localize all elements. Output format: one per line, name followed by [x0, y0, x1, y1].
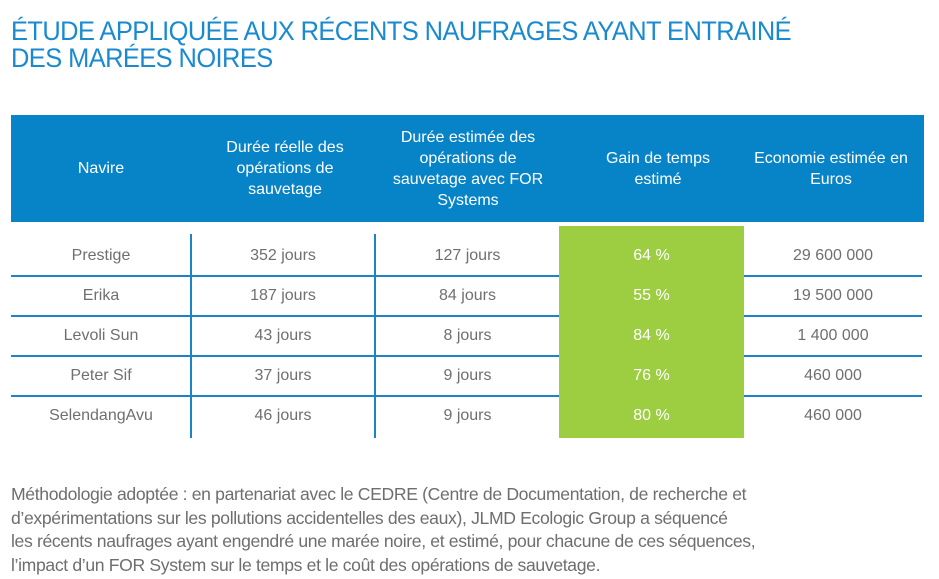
row-divider: [11, 355, 559, 357]
cell-navire: Peter Sif: [70, 367, 132, 384]
cell-economie: 29 600 000: [792, 247, 874, 264]
note-line: les récents naufrages ayant engendré une…: [11, 531, 756, 551]
row-divider: [11, 395, 559, 397]
page-title: ÉTUDE APPLIQUÉE AUX RÉCENTS NAUFRAGES AY…: [11, 18, 894, 72]
cell-navire: Prestige: [71, 247, 131, 264]
row-divider: [11, 315, 559, 317]
cell-duree-estimee: 9 jours: [443, 367, 492, 384]
column-divider: [190, 234, 192, 438]
cell-duree-reelle: 43 jours: [254, 327, 312, 344]
cell-economie: 460 000: [804, 367, 862, 384]
cell-gain: 55 %: [633, 287, 670, 304]
gain-highlight-column: [559, 226, 744, 438]
header-economie: Economie estimée en Euros: [754, 149, 908, 188]
cell-gain: 76 %: [633, 367, 670, 384]
title-line-1: ÉTUDE APPLIQUÉE AUX RÉCENTS NAUFRAGES AY…: [11, 16, 792, 46]
title-line-2: DES MARÉES NOIRES: [11, 43, 273, 73]
cell-duree-reelle: 46 jours: [254, 407, 312, 424]
methodology-note: Méthodologie adoptée : en partenariat av…: [11, 483, 931, 577]
header-duree-reelle: Durée réelle des opérations de sauvetage: [226, 139, 344, 198]
row-divider: [11, 275, 559, 277]
note-line: l’impact d’un FOR System sur le temps et…: [11, 554, 601, 575]
note-line: d’expérimentations sur les pollutions ac…: [11, 507, 728, 528]
cell-duree-estimee: 9 jours: [443, 407, 492, 424]
cell-duree-estimee: 8 jours: [443, 327, 492, 344]
table-header: Navire Durée réelle des opérations de sa…: [11, 115, 924, 222]
cell-duree-reelle: 352 jours: [250, 247, 316, 264]
cell-economie: 460 000: [804, 407, 862, 424]
header-navire: Navire: [77, 160, 125, 177]
cell-navire: Levoli Sun: [63, 327, 139, 344]
row-divider: [744, 275, 922, 277]
header-gain: Gain de temps estimé: [605, 149, 711, 188]
cell-gain: 80 %: [633, 407, 670, 424]
cell-duree-reelle: 187 jours: [250, 287, 316, 304]
cell-duree-estimee: 84 jours: [439, 287, 496, 304]
cell-economie: 19 500 000: [792, 287, 874, 304]
cell-gain: 84 %: [633, 327, 670, 344]
cell-duree-reelle: 37 jours: [254, 367, 312, 384]
row-divider: [744, 355, 922, 357]
cell-duree-estimee: 127 jours: [434, 247, 501, 264]
row-divider: [744, 315, 922, 317]
column-divider: [374, 234, 376, 438]
cell-economie: 1 400 000: [797, 327, 869, 344]
row-divider: [744, 395, 922, 397]
cell-navire: Erika: [82, 287, 120, 304]
cell-navire: SelendangAvu: [49, 407, 153, 424]
note-line: Méthodologie adoptée : en partenariat av…: [11, 484, 747, 504]
header-duree-estimee: Durée estimée des opérations de sauvetag…: [392, 128, 544, 209]
cell-gain: 64 %: [633, 247, 670, 264]
